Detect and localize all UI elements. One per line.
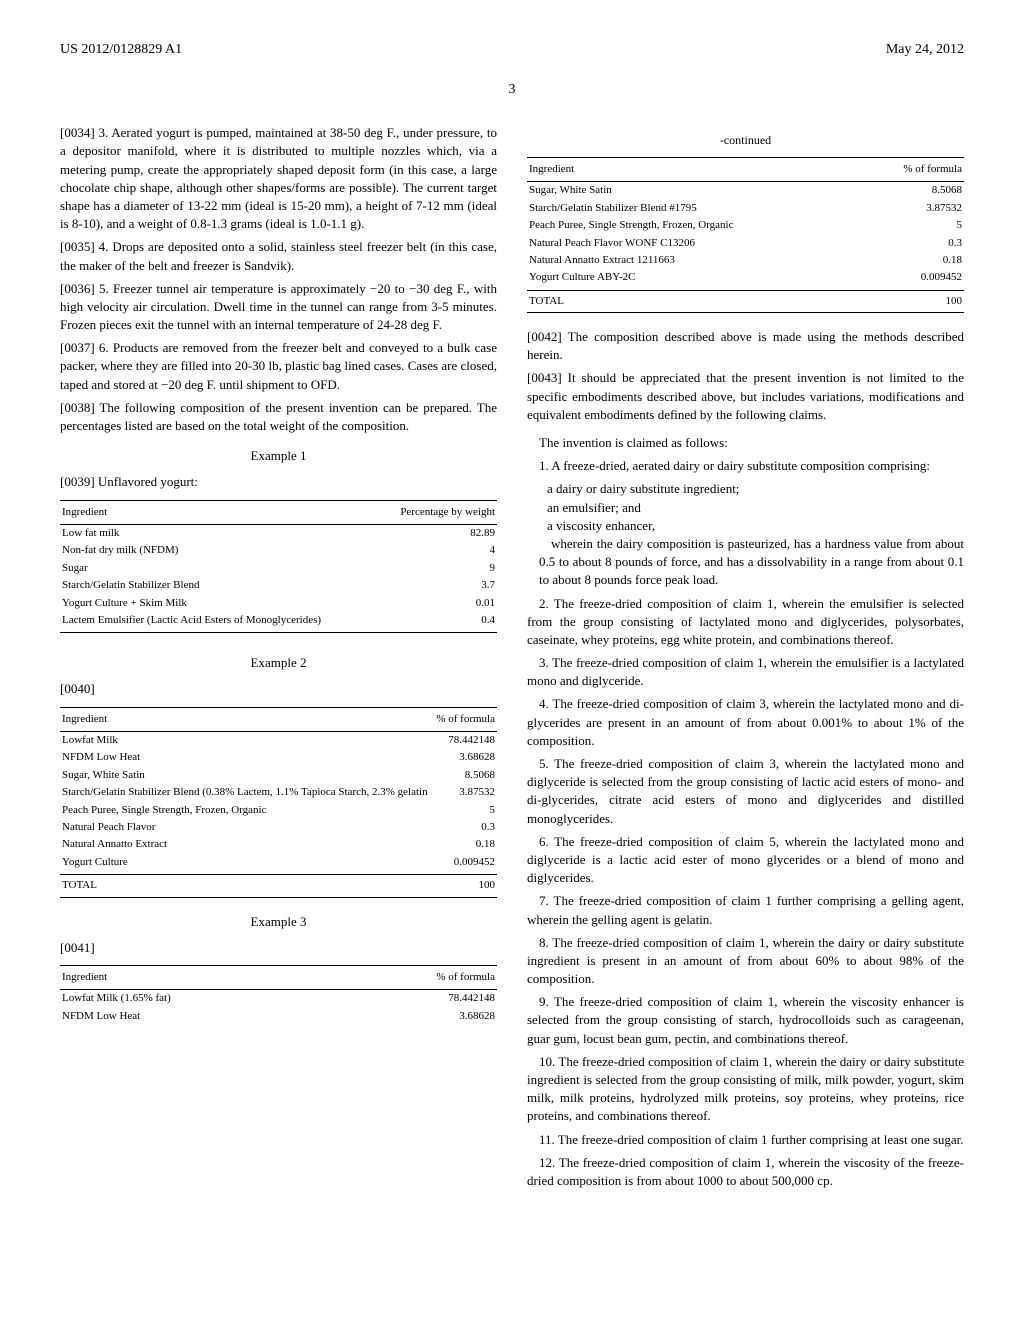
table-cell: Lactem Emulsifier (Lactic Acid Esters of… <box>60 612 378 633</box>
table-cell: Yogurt Culture ABY-2C <box>527 269 863 290</box>
para-37: [0037] 6. Products are removed from the … <box>60 339 497 394</box>
claim-3: 3. The freeze-dried composition of claim… <box>527 654 964 690</box>
table1-h2: Percentage by weight <box>378 500 497 524</box>
content-columns: [0034] 3. Aerated yogurt is pumped, main… <box>60 124 964 1195</box>
table-cell: Sugar, White Satin <box>60 767 434 784</box>
para-35: [0035] 4. Drops are deposited onto a sol… <box>60 238 497 274</box>
example-3-title: Example 3 <box>60 913 497 931</box>
table-cell: Natural Peach Flavor <box>60 819 434 836</box>
claim-1d: wherein the dairy composition is pasteur… <box>539 535 964 590</box>
table-cell: Low fat milk <box>60 524 378 542</box>
table-cell: Sugar <box>60 560 378 577</box>
table-3-continued: Ingredient % of formula Sugar, White Sat… <box>527 157 964 313</box>
table-cell: Starch/Gelatin Stabilizer Blend #1795 <box>527 200 863 217</box>
table-cell: 5 <box>863 217 964 234</box>
table-cell: 3.87532 <box>434 784 497 801</box>
table-cell: Peach Puree, Single Strength, Frozen, Or… <box>527 217 863 234</box>
header-left: US 2012/0128829 A1 <box>60 40 182 60</box>
table-cell: 0.009452 <box>863 269 964 290</box>
table-cell: 0.3 <box>434 819 497 836</box>
table3-h1: Ingredient <box>60 965 341 989</box>
claim-10: 10. The freeze-dried composition of clai… <box>527 1053 964 1126</box>
claim-7: 7. The freeze-dried composition of claim… <box>527 892 964 928</box>
table-cell: Yogurt Culture <box>60 854 434 875</box>
table-cell: 78.442148 <box>434 732 497 750</box>
table-cell: 5 <box>434 802 497 819</box>
right-column: -continued Ingredient % of formula Sugar… <box>527 124 964 1195</box>
para-34: [0034] 3. Aerated yogurt is pumped, main… <box>60 124 497 233</box>
claim-1c: a viscosity enhancer, <box>535 517 964 535</box>
table-cell: NFDM Low Heat <box>60 749 434 766</box>
claim-1: 1. A freeze-dried, aerated dairy or dair… <box>527 457 964 475</box>
para-40: [0040] <box>60 680 497 698</box>
table-cell: 3.87532 <box>863 200 964 217</box>
page-header: US 2012/0128829 A1 May 24, 2012 <box>60 40 964 60</box>
table-cell: Sugar, White Satin <box>527 182 863 200</box>
table-cell: 0.3 <box>863 235 964 252</box>
table-cell: Lowfat Milk (1.65% fat) <box>60 990 341 1008</box>
claim-1b: an emulsifier; and <box>535 499 964 517</box>
table-cell: Starch/Gelatin Stabilizer Blend <box>60 577 378 594</box>
table-cell: 78.442148 <box>341 990 497 1008</box>
para-38: [0038] The following composition of the … <box>60 399 497 435</box>
example-2-title: Example 2 <box>60 654 497 672</box>
table-cell: 82.89 <box>378 524 497 542</box>
claim-2: 2. The freeze-dried composition of claim… <box>527 595 964 650</box>
claims-intro: The invention is claimed as follows: <box>527 434 964 452</box>
table-cell: Natural Annatto Extract <box>60 836 434 853</box>
table-cell: TOTAL <box>60 875 434 897</box>
table2-h2: % of formula <box>434 707 497 731</box>
claim-12: 12. The freeze-dried composition of clai… <box>527 1154 964 1190</box>
table-1: Ingredient Percentage by weight Low fat … <box>60 500 497 640</box>
claim-11: 11. The freeze-dried composition of clai… <box>527 1131 964 1149</box>
table-cell: Peach Puree, Single Strength, Frozen, Or… <box>60 802 434 819</box>
table-3: Ingredient % of formula Lowfat Milk (1.6… <box>60 965 497 1025</box>
table-cell: 0.18 <box>863 252 964 269</box>
table-cell: 0.009452 <box>434 854 497 875</box>
table-cell: Natural Annatto Extract 1211663 <box>527 252 863 269</box>
table3-h2: % of formula <box>341 965 497 989</box>
table-cell: 9 <box>378 560 497 577</box>
claim-4: 4. The freeze-dried composition of claim… <box>527 695 964 750</box>
table-cell: 100 <box>434 875 497 897</box>
table-cell: 0.01 <box>378 595 497 612</box>
para-42: [0042] The composition described above i… <box>527 328 964 364</box>
table2-h1: Ingredient <box>60 707 434 731</box>
claim-9: 9. The freeze-dried composition of claim… <box>527 993 964 1048</box>
table-cell: Natural Peach Flavor WONF C13206 <box>527 235 863 252</box>
table-2: Ingredient % of formula Lowfat Milk78.44… <box>60 707 497 898</box>
table-cell: 3.68628 <box>341 1008 497 1025</box>
table-cell: Lowfat Milk <box>60 732 434 750</box>
table-cell: 100 <box>863 290 964 312</box>
para-36: [0036] 5. Freezer tunnel air temperature… <box>60 280 497 335</box>
table-cell: 8.5068 <box>434 767 497 784</box>
table3c-h1: Ingredient <box>527 157 863 181</box>
claim-8: 8. The freeze-dried composition of claim… <box>527 934 964 989</box>
table-cell: 0.4 <box>378 612 497 633</box>
para-41: [0041] <box>60 939 497 957</box>
example-1-title: Example 1 <box>60 447 497 465</box>
table-cell: 3.7 <box>378 577 497 594</box>
table-cell: 3.68628 <box>434 749 497 766</box>
table-cell: TOTAL <box>527 290 863 312</box>
table-cell: 4 <box>378 542 497 559</box>
para-39: [0039] Unflavored yogurt: <box>60 473 497 491</box>
continued-label: -continued <box>527 132 964 149</box>
table3c-h2: % of formula <box>863 157 964 181</box>
claim-1a: a dairy or dairy substitute ingredient; <box>535 480 964 498</box>
table-cell: 8.5068 <box>863 182 964 200</box>
claim-6: 6. The freeze-dried composition of claim… <box>527 833 964 888</box>
table-cell: 0.18 <box>434 836 497 853</box>
claim-5: 5. The freeze-dried composition of claim… <box>527 755 964 828</box>
para-43: [0043] It should be appreciated that the… <box>527 369 964 424</box>
left-column: [0034] 3. Aerated yogurt is pumped, main… <box>60 124 497 1195</box>
header-right: May 24, 2012 <box>886 40 964 60</box>
page-number: 3 <box>60 80 964 100</box>
table-cell: Non-fat dry milk (NFDM) <box>60 542 378 559</box>
table1-h1: Ingredient <box>60 500 378 524</box>
table-cell: NFDM Low Heat <box>60 1008 341 1025</box>
table-cell: Starch/Gelatin Stabilizer Blend (0.38% L… <box>60 784 434 801</box>
table-cell: Yogurt Culture + Skim Milk <box>60 595 378 612</box>
